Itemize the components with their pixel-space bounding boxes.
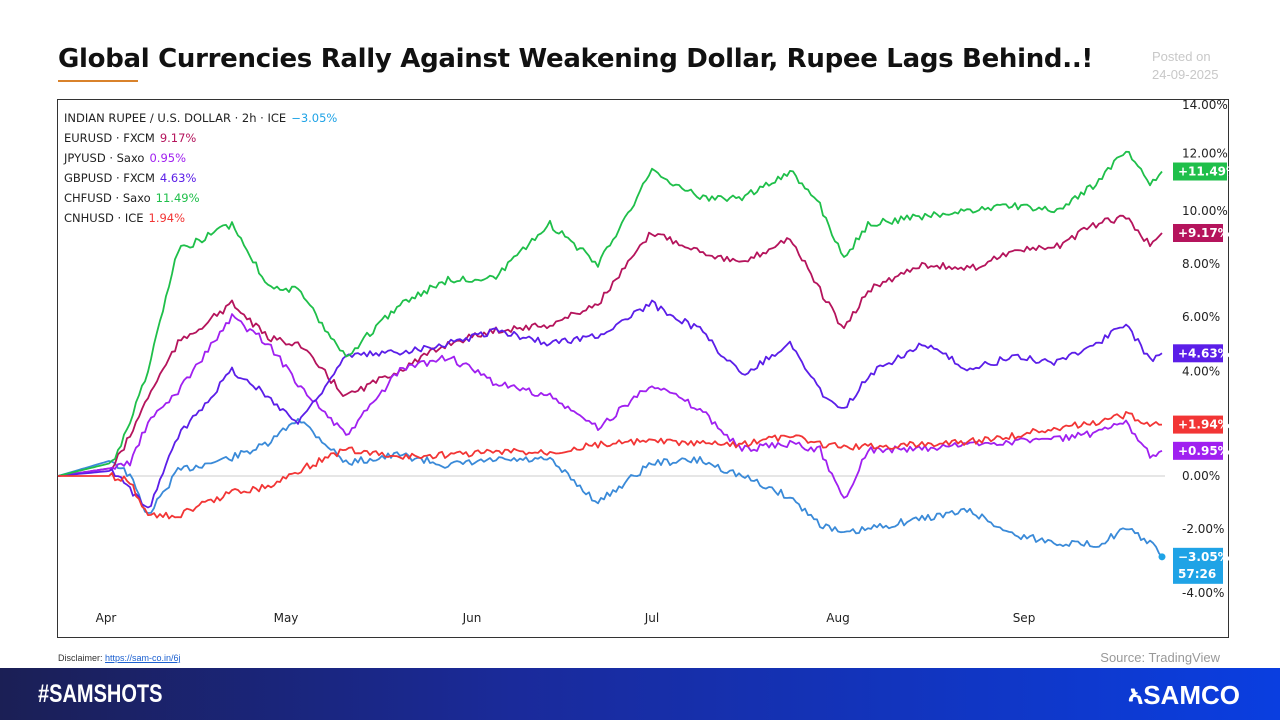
y-tick-label: 0.00% [1182, 469, 1220, 483]
y-tick-label: 10.00% [1182, 204, 1228, 218]
x-tick-label: Sep [1013, 611, 1036, 625]
series-line [57, 150, 1163, 477]
disclaimer-link[interactable]: https://sam-co.in/6j [105, 653, 181, 663]
value-badge [1173, 162, 1227, 181]
series-line [57, 299, 1163, 509]
posted-date: Posted on 24-09-2025 [1152, 48, 1219, 84]
legend-value: 0.95% [149, 151, 187, 165]
y-tick-label: 4.00% [1182, 364, 1220, 378]
value-badge-text: +9.17% [1178, 226, 1230, 240]
value-badge-text: +11.49% [1178, 165, 1238, 179]
legend-name: GBPUSD · FXCM [64, 171, 155, 185]
value-badge [1173, 344, 1223, 363]
y-tick-label: 6.00% [1182, 310, 1220, 324]
hashtag: #SAMSHOTS [38, 680, 163, 708]
legend-item: JPYUSD · Saxo 0.95% [64, 148, 337, 168]
y-tick-label: -2.00% [1182, 522, 1224, 536]
title-underline [58, 80, 138, 82]
value-badge [1173, 547, 1223, 584]
last-point-marker [1158, 553, 1166, 561]
posted-date-value: 24-09-2025 [1152, 67, 1219, 82]
value-badge-text: −3.05% [1178, 550, 1230, 564]
chart-legend: INDIAN RUPEE / U.S. DOLLAR · 2h · ICE −3.… [64, 108, 337, 228]
x-tick-label: Jun [462, 611, 482, 625]
y-tick-label: 14.00% [1182, 98, 1228, 112]
legend-value: 9.17% [159, 131, 197, 145]
disclaimer-label: Disclaimer: [58, 653, 103, 663]
value-badge-text: +0.95% [1178, 444, 1230, 458]
x-tick-label: Apr [96, 611, 117, 625]
source-label: Source: TradingView [1100, 650, 1220, 665]
x-tick-label: Jul [644, 611, 659, 625]
legend-value: 4.63% [159, 171, 197, 185]
series-line [58, 410, 1163, 520]
legend-name: JPYUSD · Saxo [64, 151, 145, 165]
x-tick-label: Aug [826, 611, 849, 625]
page-title: Global Currencies Rally Against Weakenin… [58, 44, 1093, 74]
legend-name: INDIAN RUPEE / U.S. DOLLAR · 2h · ICE [64, 111, 287, 125]
legend-name: CNHUSD · ICE [64, 211, 144, 225]
series-line [57, 214, 1163, 477]
legend-item: CNHUSD · ICE 1.94% [64, 208, 337, 228]
series-line [57, 417, 1163, 558]
value-badge [1173, 441, 1223, 460]
chart-frame [57, 99, 1229, 638]
y-tick-label: 8.00% [1182, 257, 1220, 271]
legend-item: CHFUSD · Saxo 11.49% [64, 188, 337, 208]
legend-name: CHFUSD · Saxo [64, 191, 151, 205]
legend-value: 1.94% [148, 211, 186, 225]
samco-logo-icon: ኣ [1127, 680, 1144, 710]
value-badge-text: +4.63% [1178, 346, 1230, 360]
legend-item: EURUSD · FXCM 9.17% [64, 128, 337, 148]
legend-value: −3.05% [291, 111, 338, 125]
y-tick-label: -4.00% [1182, 586, 1224, 600]
posted-label: Posted on [1152, 49, 1211, 64]
samco-logo: ኣSAMCO [1127, 680, 1240, 710]
value-badge [1173, 223, 1223, 242]
value-badge-text: +1.94% [1178, 418, 1230, 432]
y-tick-label: 12.00% [1182, 147, 1228, 161]
legend-item: INDIAN RUPEE / U.S. DOLLAR · 2h · ICE −3.… [64, 108, 337, 128]
disclaimer: Disclaimer: https://sam-co.in/6j [58, 653, 181, 663]
legend-item: GBPUSD · FXCM 4.63% [64, 168, 337, 188]
countdown-text: 57:26 [1178, 567, 1216, 581]
footer-bar: #SAMSHOTS ኣSAMCO [0, 668, 1280, 720]
series-line [57, 313, 1163, 499]
legend-value: 11.49% [155, 191, 200, 205]
x-tick-label: May [274, 611, 299, 625]
legend-name: EURUSD · FXCM [64, 131, 155, 145]
value-badge [1173, 415, 1223, 434]
